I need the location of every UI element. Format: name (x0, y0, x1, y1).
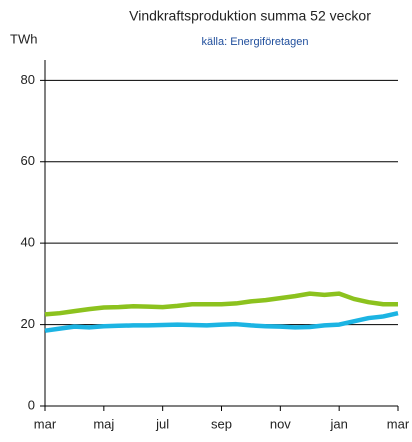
x-tick-label: jan (329, 416, 347, 431)
line-series (44, 310, 399, 333)
chart-subtitle: källa: Energiföretagen (201, 36, 308, 48)
y-tick-label: 20 (21, 316, 35, 331)
x-tick-label: sep (211, 416, 232, 431)
y-tick-label: 60 (21, 153, 35, 168)
x-tick-label: mar (34, 416, 57, 431)
line-series (44, 291, 398, 317)
x-tick-label: jul (155, 416, 169, 431)
x-tick-label: maj (93, 416, 114, 431)
y-axis-label: TWh (10, 31, 37, 46)
y-tick-label: 80 (21, 72, 35, 87)
y-tick-label: 40 (21, 235, 35, 250)
x-tick-label: mar (387, 416, 410, 431)
chart-title: Vindkraftsproduktion summa 52 veckor (129, 8, 371, 24)
y-tick-label: 0 (28, 397, 35, 412)
x-tick-label: nov (270, 416, 291, 431)
